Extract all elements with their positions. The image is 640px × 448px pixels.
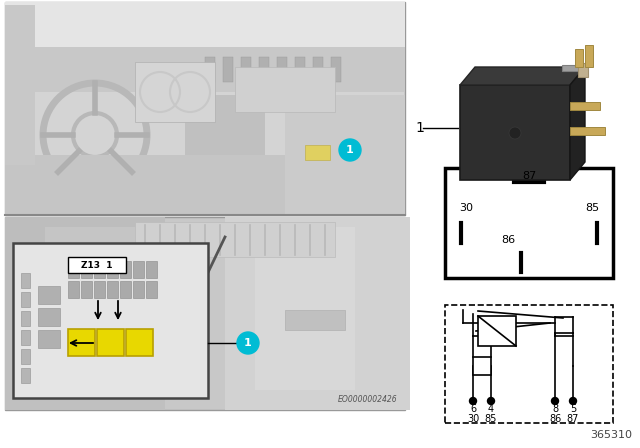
Bar	[146, 281, 157, 298]
Text: 86: 86	[501, 235, 516, 245]
Bar	[5, 330, 165, 410]
Bar	[68, 329, 95, 356]
Bar	[313, 57, 323, 82]
Bar	[21, 292, 30, 307]
Bar	[21, 330, 30, 345]
Text: 85: 85	[485, 414, 497, 424]
Bar	[570, 102, 600, 110]
Bar	[585, 45, 593, 67]
Bar	[38, 330, 60, 348]
Circle shape	[339, 139, 361, 161]
Bar	[445, 168, 613, 278]
Bar	[21, 311, 30, 326]
Text: 8: 8	[552, 404, 558, 414]
Bar	[38, 308, 60, 326]
Bar	[68, 257, 126, 273]
Bar	[135, 62, 215, 122]
Bar	[235, 67, 335, 112]
Bar	[45, 227, 145, 310]
Bar	[570, 127, 605, 135]
Bar	[94, 261, 105, 278]
Bar	[205, 57, 215, 82]
Bar	[562, 65, 582, 71]
Bar	[285, 310, 345, 330]
Bar	[205, 165, 245, 195]
Bar	[68, 261, 79, 278]
Text: 87: 87	[567, 414, 579, 424]
Text: 85: 85	[585, 202, 599, 212]
Text: 6: 6	[470, 404, 476, 414]
Bar	[460, 85, 570, 180]
Bar	[94, 281, 105, 298]
Text: 1: 1	[346, 145, 354, 155]
Bar	[295, 57, 305, 82]
Text: 4: 4	[488, 404, 494, 414]
Bar	[241, 57, 251, 82]
Bar	[5, 155, 345, 215]
Bar	[305, 145, 330, 160]
Polygon shape	[460, 67, 585, 85]
Text: 30: 30	[467, 414, 479, 424]
Text: 5: 5	[570, 404, 576, 414]
Bar	[135, 222, 335, 257]
Circle shape	[509, 127, 521, 139]
Bar	[259, 57, 269, 82]
Bar	[473, 357, 491, 375]
Text: EO0000002426: EO0000002426	[337, 395, 397, 404]
Bar	[277, 57, 287, 82]
Bar	[5, 217, 405, 410]
Bar	[5, 5, 35, 165]
Circle shape	[552, 397, 559, 405]
Bar	[38, 286, 60, 304]
Circle shape	[570, 397, 577, 405]
Bar	[5, 47, 405, 92]
Bar	[81, 281, 92, 298]
Bar	[285, 95, 405, 215]
Bar	[5, 2, 405, 215]
Bar	[21, 273, 30, 288]
Bar	[120, 281, 131, 298]
Bar	[185, 95, 265, 215]
Bar	[331, 57, 341, 82]
Text: 1: 1	[244, 338, 252, 348]
Bar	[223, 57, 233, 82]
Text: Z13  1: Z13 1	[81, 260, 113, 270]
Bar	[5, 217, 165, 330]
Bar	[68, 281, 79, 298]
Bar	[146, 261, 157, 278]
Circle shape	[237, 332, 259, 354]
Bar	[81, 261, 92, 278]
Bar	[133, 281, 144, 298]
Bar	[445, 305, 613, 423]
Text: 1: 1	[415, 121, 424, 135]
Bar	[408, 0, 640, 215]
Bar	[478, 316, 516, 346]
Bar	[133, 261, 144, 278]
Bar	[575, 49, 583, 67]
Bar	[21, 368, 30, 383]
Text: 30: 30	[459, 202, 473, 212]
Polygon shape	[570, 67, 585, 180]
Bar	[578, 63, 588, 77]
Bar	[126, 329, 153, 356]
Bar	[107, 281, 118, 298]
Bar	[5, 2, 405, 47]
Bar	[225, 217, 410, 410]
Bar	[13, 243, 208, 398]
Bar	[21, 349, 30, 364]
Bar	[255, 227, 355, 390]
Bar	[97, 329, 124, 356]
Circle shape	[470, 397, 477, 405]
Bar	[107, 261, 118, 278]
Circle shape	[488, 397, 495, 405]
Text: 365310: 365310	[590, 430, 632, 440]
Text: 86: 86	[549, 414, 561, 424]
Bar	[120, 261, 131, 278]
Text: 87: 87	[522, 171, 536, 181]
